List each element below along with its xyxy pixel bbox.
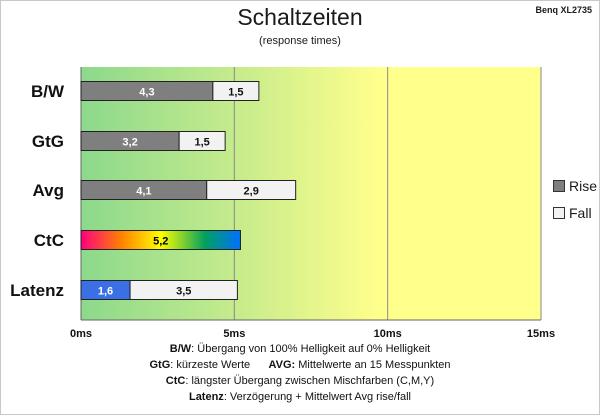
x-tick-label: 5ms: [223, 328, 245, 340]
legend-rise-label: Rise: [569, 178, 598, 194]
footnote-latenz: Latenz: Verzögerung + Mittelwert Avg ris…: [0, 391, 600, 403]
footnote-bw-term: B/W: [169, 343, 192, 355]
footnote-ctc: CtC: längster Übergang zwischen Mischfar…: [0, 375, 600, 387]
bar-fall: [212, 81, 260, 101]
bar-fall: [129, 280, 238, 300]
chart-title: Schaltzeiten: [237, 4, 363, 30]
legend-fall: Fall: [553, 205, 592, 221]
category-labels: B/W GtG Avg CtC Latenz: [10, 82, 65, 300]
x-tick-label: 15ms: [527, 328, 555, 340]
bar-fall: [206, 180, 297, 200]
footnote-ctc-term: CtC: [165, 375, 186, 387]
data-label-fall: 2,9: [244, 186, 259, 198]
legend-fall-swatch: [553, 207, 565, 219]
data-label-fall: 3,5: [176, 286, 191, 298]
category-label: Avg: [33, 181, 65, 200]
bar-rise: [80, 230, 241, 250]
data-label-rise: 3,2: [122, 137, 137, 149]
data-label-rise: 5,2: [153, 236, 168, 248]
footnote-gtg-term: GtG: [149, 359, 171, 371]
footnote-avg-text: Mittelwerte an 15 Messpunkten: [295, 359, 451, 371]
x-tick-labels: 0ms 5ms 10ms 15ms: [70, 328, 555, 340]
data-label-rise: 4,3: [139, 87, 154, 99]
legend-rise-swatch: [553, 180, 565, 192]
footnote-ctc-text: : längster Übergang zwischen Mischfarben…: [185, 375, 435, 387]
footnote-latenz-text: : Verzögerung + Mittelwert Avg rise/fall: [223, 391, 412, 403]
chart-subtitle: (response times): [259, 35, 341, 47]
category-label: CtC: [34, 231, 64, 250]
bar-fall: [178, 131, 226, 151]
category-label: GtG: [32, 132, 64, 151]
legend-fall-label: Fall: [569, 205, 592, 221]
footnote-bw-text: : Übergang von 100% Helligkeit auf 0% He…: [191, 343, 431, 355]
data-label-fall: 1,5: [194, 137, 209, 149]
bars: 4,3 1,5 3,2 1,5 4,1 2,9 5,2 1,6 3,5: [80, 81, 297, 300]
footnote-avg-term: AVG:: [268, 359, 296, 371]
legend-rise: Rise: [553, 178, 597, 194]
x-tick-label: 0ms: [70, 328, 92, 340]
footnote-bw: B/W: Übergang von 100% Helligkeit auf 0%…: [0, 343, 600, 355]
footnote-latenz-term: Latenz: [188, 391, 224, 403]
footnote-gtg-text: : kürzeste Werte: [170, 359, 251, 371]
x-tick-label: 10ms: [374, 328, 402, 340]
category-label: Latenz: [10, 281, 64, 300]
monitor-model-label: Benq XL2735: [535, 5, 592, 15]
data-label-rise: 1,6: [98, 286, 113, 298]
data-label-rise: 4,1: [136, 186, 151, 198]
category-label: B/W: [31, 82, 65, 101]
footnote-gtg-avg: GtG: kürzeste Werte AVG: Mittelwerte an …: [0, 359, 600, 371]
data-label-fall: 1,5: [228, 87, 243, 99]
